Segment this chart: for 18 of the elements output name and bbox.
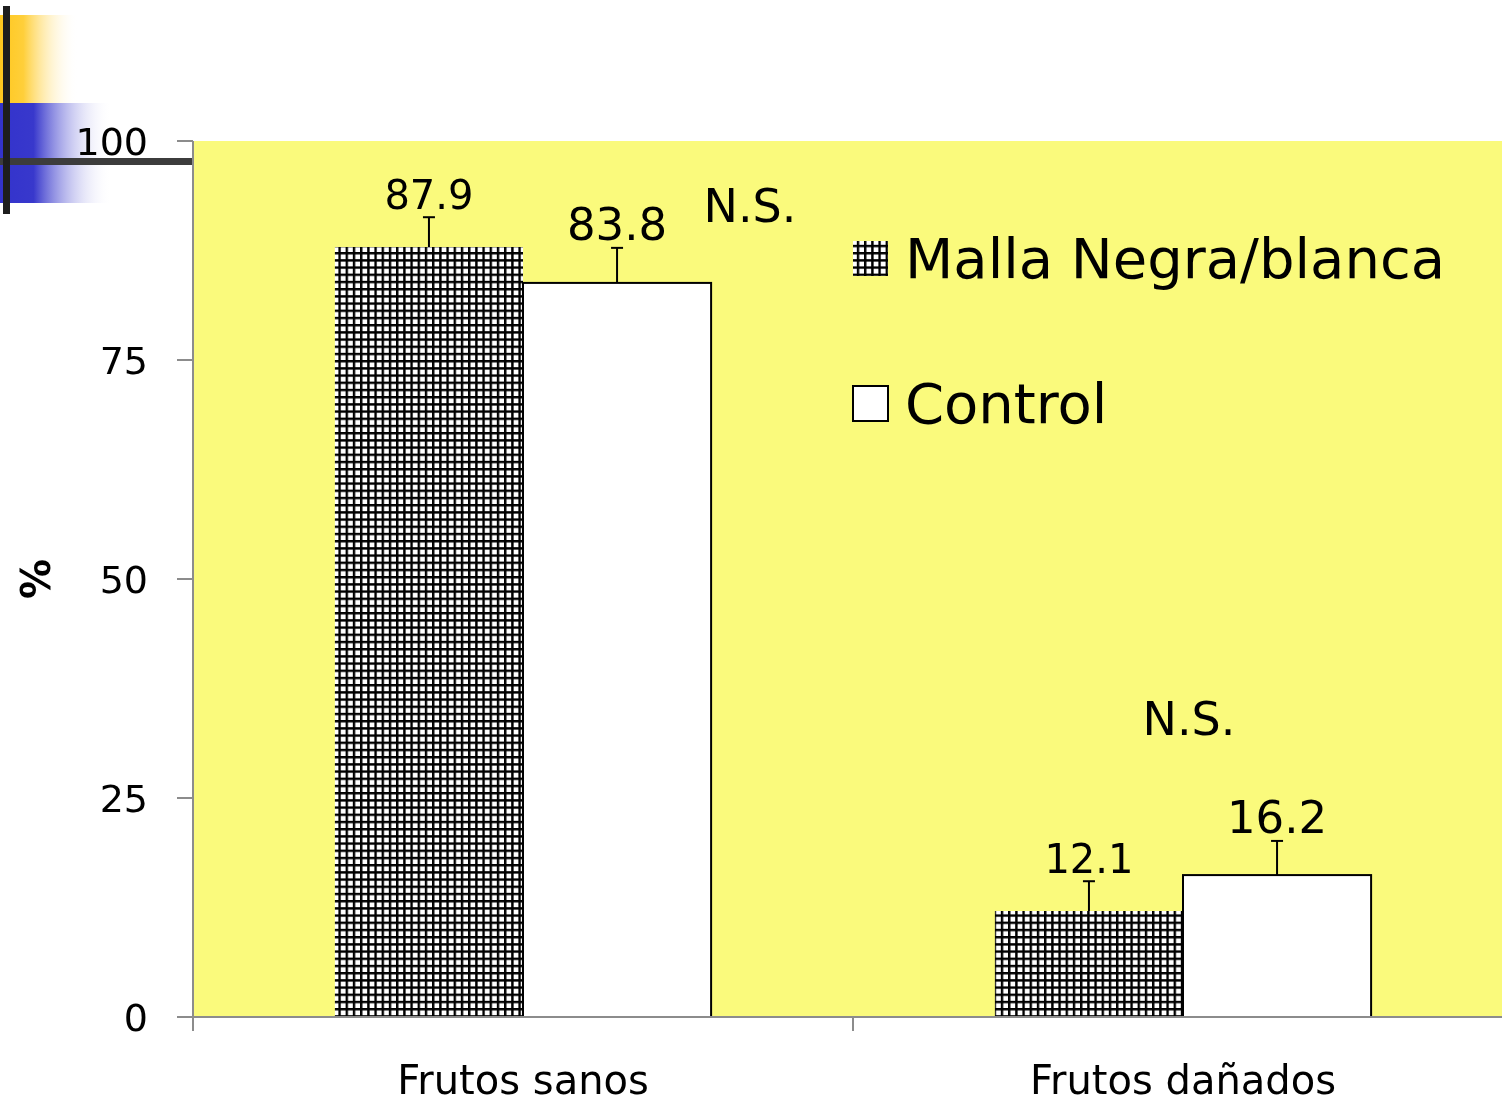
data-label: 12.1 (1044, 836, 1134, 883)
bar (994, 911, 1183, 1017)
y-tick-label: 75 (99, 338, 148, 383)
annotation: N.S. (1142, 692, 1236, 746)
y-tick-label: 0 (123, 995, 148, 1040)
legend-label: Control (905, 371, 1108, 437)
y-tick-label: 100 (75, 119, 148, 164)
y-tick-label: 25 (99, 776, 148, 821)
annotation: N.S. (703, 179, 797, 233)
data-label: 16.2 (1226, 790, 1328, 844)
bar (334, 247, 523, 1017)
x-tick-label: Frutos dañados (1029, 1057, 1337, 1102)
legend-label: Malla Negra/blanca (905, 226, 1445, 292)
x-tick-label: Frutos sanos (397, 1057, 649, 1102)
y-axis-title: % (13, 558, 59, 600)
data-label: 87.9 (384, 172, 474, 219)
data-label: 83.8 (566, 197, 668, 251)
y-tick-label: 50 (99, 557, 148, 602)
